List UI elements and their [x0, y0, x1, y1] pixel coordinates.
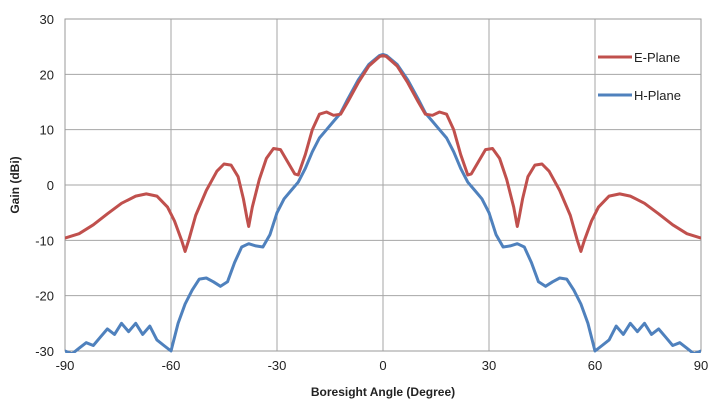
- y-tick-label: 30: [40, 12, 54, 27]
- x-tick-label: 30: [482, 358, 496, 373]
- y-tick-label: -20: [35, 289, 54, 304]
- y-axis-title: Gain (dBi): [8, 156, 22, 213]
- x-tick-label: 60: [588, 358, 602, 373]
- y-tick-label: -30: [35, 344, 54, 359]
- grid: [64, 18, 702, 352]
- x-tick-label: 0: [379, 358, 386, 373]
- x-tick-label: -90: [56, 358, 75, 373]
- y-tick-label: 10: [40, 123, 54, 138]
- y-tick-label: 20: [40, 67, 54, 82]
- legend-label: H-Plane: [634, 88, 681, 103]
- plot-area: [64, 18, 702, 352]
- y-tick-label: 0: [47, 178, 54, 193]
- x-tick-label: -60: [162, 358, 181, 373]
- series-line-e-plane: [65, 54, 701, 253]
- y-tick-label: -10: [35, 233, 54, 248]
- legend-label: E-Plane: [634, 50, 680, 65]
- x-axis-title: Boresight Angle (Degree): [311, 385, 455, 399]
- x-tick-label: -30: [268, 358, 287, 373]
- legend: E-Plane H-Plane: [598, 50, 681, 103]
- series-layer: [65, 52, 701, 353]
- x-tick-label: 90: [694, 358, 708, 373]
- x-axis-ticks: -90 -60 -30 0 30 60 90: [56, 358, 709, 373]
- y-axis-ticks: -30 -20 -10 0 10 20 30: [35, 12, 54, 359]
